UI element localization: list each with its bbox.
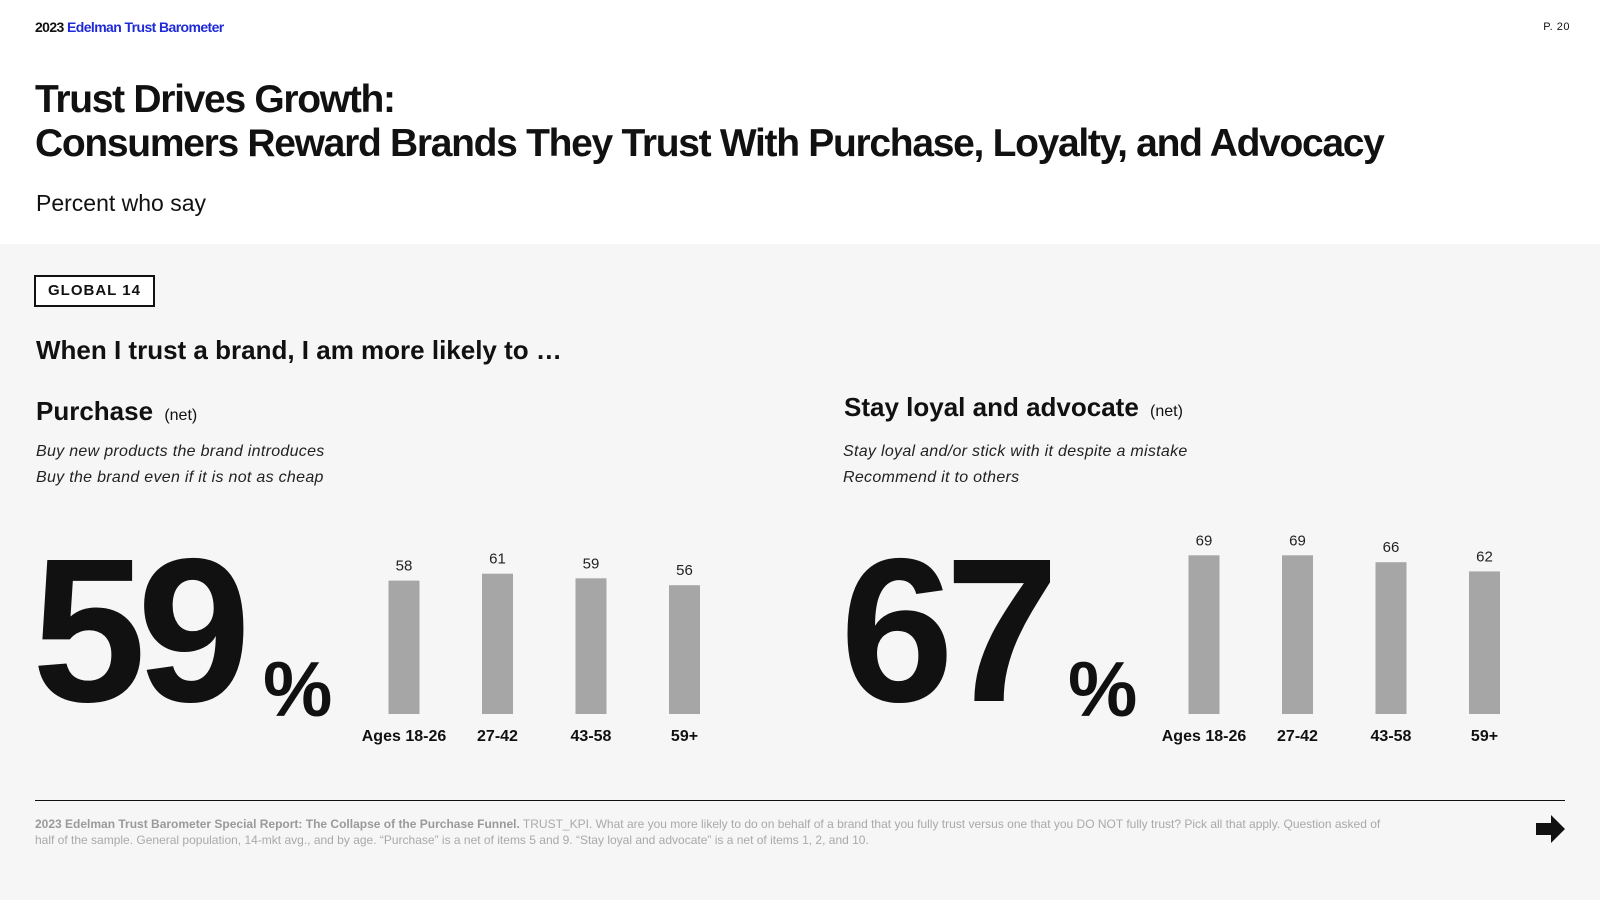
description-line: Buy new products the brand introduces [36,443,325,460]
page-number: P. 20 [1543,21,1570,33]
data-label: 69 [1196,532,1213,549]
title-line-1: Trust Drives Growth: [35,78,396,121]
brand-logo: 2023 Edelman Trust Barometer [35,19,224,35]
page-title: Trust Drives Growth: Consumers Reward Br… [35,78,1385,166]
age-bar-chart-loyal: 69 Ages 18-26 69 27-42 66 43-58 62 59+ [1162,532,1500,745]
data-label: 58 [396,558,413,575]
bar-4 [1469,571,1500,714]
global-badge: GLOBAL 14 [34,275,155,307]
bar-4 [669,585,700,714]
category-label: 43-58 [1371,728,1412,745]
bar-2 [482,573,513,714]
category-label: 43-58 [571,728,612,745]
page-subtitle: Percent who say [36,190,207,216]
big-stat-purchase: 59 [32,516,251,745]
arrow-right-icon[interactable] [1532,812,1568,848]
big-stat-loyal: 67 [840,516,1059,745]
data-label: 69 [1289,532,1306,549]
category-label: Ages 18-26 [1162,728,1247,745]
data-label: 56 [676,562,693,579]
section-title-purchase: Purchase (net) [36,396,197,427]
bar-1 [1188,555,1220,714]
data-label: 66 [1383,539,1400,556]
section-title-text: Stay loyal and advocate [844,392,1139,422]
footnote-text: TRUST_KPI. What are you more likely to d… [35,817,1381,847]
category-label: 27-42 [477,728,518,745]
title-line-2: Consumers Reward Brands They Trust With … [35,122,1385,165]
content-panel [0,244,1600,900]
data-label: 61 [489,551,506,568]
brand-name: Edelman Trust Barometer [67,19,224,35]
footnote: 2023 Edelman Trust Barometer Special Rep… [35,816,1395,848]
section-title-loyal: Stay loyal and advocate (net) [844,392,1183,423]
bar-1 [388,580,420,714]
category-label: 59+ [1471,728,1498,745]
category-label: 59+ [671,728,698,745]
section-title-text: Purchase [36,396,154,426]
data-label: 59 [583,555,600,572]
brand-year: 2023 [35,19,64,35]
question-heading: When I trust a brand, I am more likely t… [36,335,562,365]
bar-2 [1282,555,1313,714]
section-note: (net) [1150,403,1183,420]
data-label: 62 [1476,548,1493,565]
category-label: 27-42 [1277,728,1318,745]
footer-divider [35,800,1565,801]
description-line: Stay loyal and/or stick with it despite … [843,443,1188,460]
percent-sign: % [263,645,333,733]
description-line: Buy the brand even if it is not as cheap [36,469,324,486]
description-line: Recommend it to others [843,469,1020,486]
percent-sign: % [1068,645,1138,733]
section-description-loyal: Stay loyal and/or stick with it despite … [843,439,1188,491]
age-bar-chart-purchase: 58 Ages 18-26 61 27-42 59 43-58 56 59+ [362,551,700,745]
category-label: Ages 18-26 [362,728,447,745]
section-note: (net) [164,407,198,424]
footnote-source: 2023 Edelman Trust Barometer Special Rep… [35,817,520,831]
bar-3 [1375,562,1407,714]
bar-3 [575,578,607,714]
section-description-purchase: Buy new products the brand introduces Bu… [36,439,325,491]
